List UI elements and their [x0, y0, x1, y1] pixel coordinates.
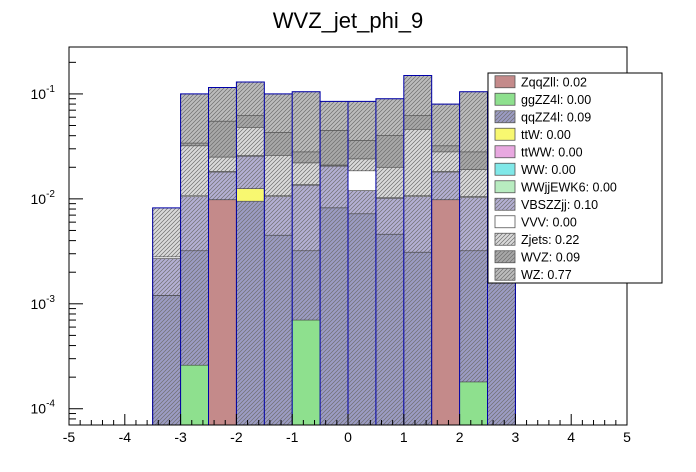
x-tick-label: 4	[567, 429, 575, 445]
bar-hatch-qqZZ4l-3	[236, 201, 265, 425]
bar-ggZZ4l-11	[459, 381, 488, 425]
y-tick-label: 10-1	[31, 84, 56, 102]
bar-hatch-qqZZ4l-7	[348, 213, 376, 425]
x-tick-label: -2	[230, 429, 243, 445]
legend-swatch-ZqqZll	[494, 75, 516, 89]
x-tick-label: 2	[456, 429, 464, 445]
bar-hatch-qqZZ4l-8	[375, 234, 404, 425]
bar-ZqqZll-2	[208, 199, 237, 425]
bar-ggZZ4l-5	[291, 319, 321, 425]
x-tick-label: -5	[63, 429, 76, 445]
legend-label-qqZZ4l: qqZZ4l: 0.09	[521, 110, 591, 124]
x-tick-label: -3	[174, 429, 187, 445]
legend-label-ZqqZll: ZqqZll: 0.02	[521, 75, 587, 89]
x-tick-label: 3	[512, 429, 520, 445]
y-tick-label: 10-3	[31, 294, 56, 312]
x-tick-label: 5	[623, 429, 631, 445]
legend-label-ttWW: ttWW: 0.00	[521, 145, 583, 159]
legend-swatch-hatch-Zjets	[495, 233, 515, 246]
y-tick-label: 10-2	[31, 189, 56, 207]
legend-swatch-ttWW	[494, 145, 516, 159]
legend-swatch-hatch-WVZ	[495, 250, 515, 263]
y-tick-label: 10-4	[31, 399, 56, 417]
legend-swatch-ttW	[494, 127, 516, 141]
stack-outline	[152, 74, 516, 425]
legend-label-ggZZ4l: ggZZ4l: 0.00	[521, 93, 591, 107]
bar-hatch-qqZZ4l-9	[403, 252, 432, 425]
legend: ZqqZll: 0.02 ggZZ4l: 0.00 qqZZ4l: 0.09 ttW:…	[487, 72, 663, 284]
legend-label-WW: WW: 0.00	[521, 163, 576, 177]
legend-label-ttW: ttW: 0.00	[521, 128, 571, 142]
x-tick-label: 1	[400, 429, 408, 445]
legend-label-WZ: WZ: 0.77	[521, 268, 572, 282]
stacked-bars	[152, 74, 516, 425]
legend-swatch-hatch-VBSZZjj	[495, 198, 515, 211]
legend-label-VBSZZjj: VBSZZjj: 0.10	[521, 198, 598, 212]
legend-swatch-ggZZ4l	[494, 92, 516, 106]
bar-hatch-qqZZ4l-4	[264, 235, 293, 425]
bar-hatch-qqZZ4l-0	[152, 295, 181, 425]
legend-swatch-hatch-qqZZ4l	[495, 110, 515, 123]
x-tick-label: -4	[119, 429, 132, 445]
legend-swatch-WW	[494, 162, 516, 176]
legend-label-Zjets: Zjets: 0.22	[521, 233, 579, 247]
legend-swatch-VVV	[494, 215, 516, 229]
bar-ggZZ4l-1	[180, 364, 209, 425]
legend-label-WVZ: WVZ: 0.09	[521, 250, 580, 264]
legend-label-WWjjEWK6: WWjjEWK6: 0.00	[521, 180, 617, 194]
legend-label-VVV: VVV: 0.00	[521, 215, 577, 229]
x-tick-label: 0	[344, 429, 352, 445]
legend-swatch-hatch-WZ	[495, 268, 515, 281]
legend-box	[487, 72, 663, 284]
bar-hatch-qqZZ4l-6	[320, 207, 348, 425]
x-tick-label: -1	[286, 429, 299, 445]
chart-title: WVZ_jet_phi_9	[273, 8, 423, 33]
legend-swatch-WWjjEWK6	[494, 180, 516, 194]
bar-ZqqZll-10	[431, 199, 460, 425]
